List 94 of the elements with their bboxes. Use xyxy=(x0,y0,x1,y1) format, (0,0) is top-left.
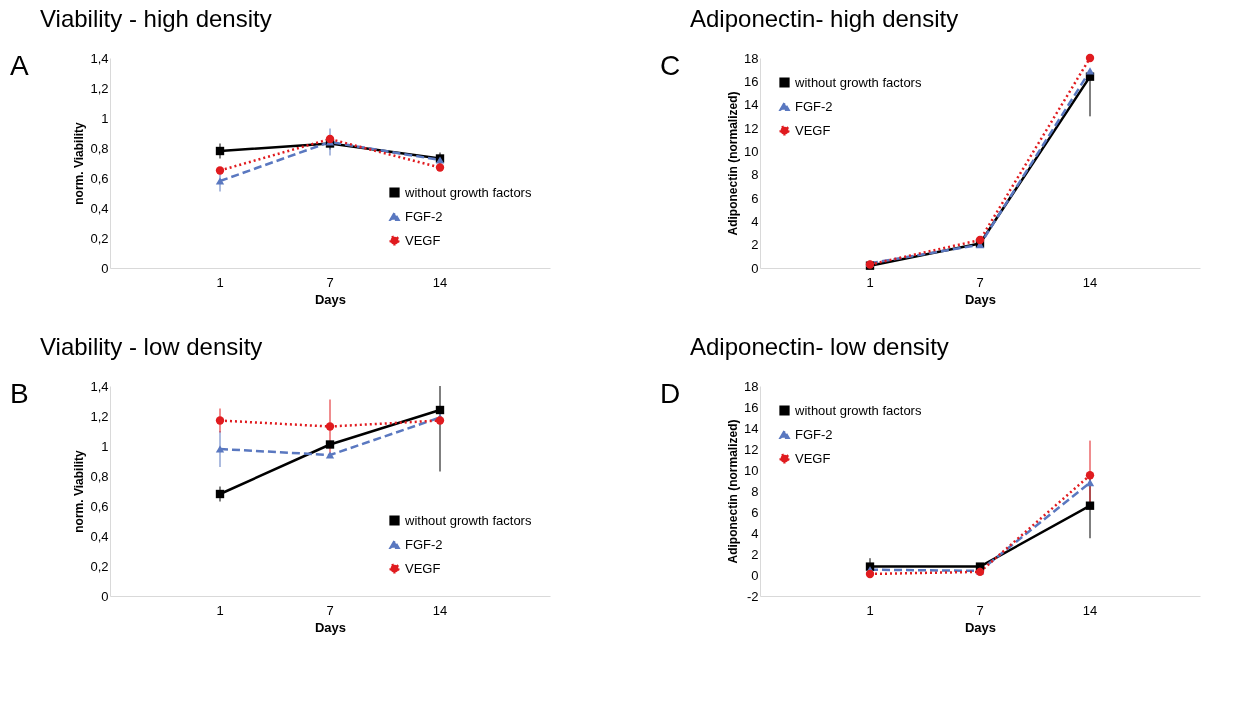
y-tick-label: 8 xyxy=(751,483,759,499)
point xyxy=(975,235,985,245)
point xyxy=(215,489,225,499)
point xyxy=(325,440,335,449)
point xyxy=(215,416,225,425)
y-tick-label: 0,2 xyxy=(90,558,109,574)
y-tick-label: 18 xyxy=(744,378,759,394)
y-tick-label: 1,2 xyxy=(90,408,109,424)
point xyxy=(435,163,445,172)
point xyxy=(215,445,225,453)
y-axis-title: Adiponectin (normalized) xyxy=(726,91,741,236)
chart-title: Adiponectin- high density xyxy=(690,5,959,32)
y-tick-label: 0 xyxy=(101,588,109,604)
point xyxy=(325,134,335,144)
y-tick-label: 1,2 xyxy=(90,80,109,96)
legend-label: FGF-2 xyxy=(795,98,833,114)
legend-label: VEGF xyxy=(405,232,441,248)
y-tick-label: 0,6 xyxy=(90,170,109,186)
legend-label: VEGF xyxy=(795,450,831,466)
y-tick-label: 12 xyxy=(744,441,759,457)
x-tick-label: 7 xyxy=(976,274,984,290)
x-tick-label: 7 xyxy=(976,602,984,618)
y-tick-label: 1 xyxy=(101,110,109,126)
point xyxy=(1085,53,1095,63)
point xyxy=(215,177,225,185)
x-axis-title: Days xyxy=(314,291,347,307)
x-tick-label: 14 xyxy=(432,602,448,618)
x-tick-label: 1 xyxy=(216,274,224,290)
chart-title: Viability - high density xyxy=(40,5,272,32)
x-tick-label: 14 xyxy=(1082,274,1098,290)
legend-label: FGF-2 xyxy=(795,426,833,442)
point xyxy=(325,422,335,431)
y-tick-label: 1,4 xyxy=(90,378,109,394)
x-axis-title: Days xyxy=(964,619,997,635)
y-tick-label: 10 xyxy=(744,143,759,159)
text: C xyxy=(660,50,681,81)
legend-label: FGF-2 xyxy=(405,536,443,552)
point xyxy=(215,146,225,156)
x-tick-label: 7 xyxy=(326,602,334,618)
chart-title: Adiponectin- low density xyxy=(690,333,949,360)
legend-label: without growth factors xyxy=(404,184,532,200)
point xyxy=(865,569,875,579)
y-tick-label: 0,8 xyxy=(90,468,109,484)
y-tick-label: 0,8 xyxy=(90,140,109,156)
y-tick-label: 4 xyxy=(751,525,759,541)
legend-label: without growth factors xyxy=(794,402,922,418)
y-tick-label: 16 xyxy=(744,399,759,415)
y-tick-label: 0 xyxy=(751,260,759,276)
y-tick-label: 18 xyxy=(744,50,759,66)
y-tick-label: 0,6 xyxy=(90,498,109,514)
y-tick-label: 14 xyxy=(744,97,759,113)
x-tick-label: 1 xyxy=(866,274,874,290)
y-tick-label: 14 xyxy=(744,420,759,436)
y-tick-label: 2 xyxy=(751,237,759,253)
point xyxy=(215,166,225,175)
point xyxy=(1085,471,1095,480)
y-tick-label: 0 xyxy=(101,260,109,276)
y-tick-label: 10 xyxy=(744,462,759,478)
x-tick-label: 14 xyxy=(1082,602,1098,618)
legend-label: VEGF xyxy=(795,122,831,138)
point xyxy=(1085,501,1095,510)
legend-label: without growth factors xyxy=(404,512,532,528)
x-tick-label: 7 xyxy=(326,274,334,290)
text: A xyxy=(10,50,29,81)
x-axis-title: Days xyxy=(314,619,347,635)
y-tick-label: 0,4 xyxy=(90,528,109,544)
x-tick-label: 1 xyxy=(866,602,874,618)
y-tick-label: 2 xyxy=(751,546,759,562)
y-tick-label: 0,2 xyxy=(90,230,109,246)
y-tick-label: 6 xyxy=(751,190,759,206)
y-tick-label: 6 xyxy=(751,504,759,520)
point xyxy=(435,405,445,415)
y-axis-title: Adiponectin (normalized) xyxy=(726,419,741,564)
y-tick-label: 1 xyxy=(101,438,109,454)
y-axis-title: norm. Viability xyxy=(72,449,87,533)
y-tick-label: 1,4 xyxy=(90,50,109,66)
y-tick-label: 0 xyxy=(751,567,759,583)
legend-label: without growth factors xyxy=(794,74,922,90)
y-tick-label: 0,4 xyxy=(90,200,109,216)
y-tick-label: -2 xyxy=(746,588,759,604)
text: D xyxy=(660,378,681,409)
y-tick-label: 8 xyxy=(751,167,759,183)
chart-title: Viability - low density xyxy=(40,333,263,360)
y-axis-title: norm. Viability xyxy=(72,121,87,205)
legend-label: VEGF xyxy=(405,560,441,576)
y-tick-label: 16 xyxy=(744,73,759,89)
x-tick-label: 14 xyxy=(432,274,448,290)
y-tick-label: 12 xyxy=(744,120,759,136)
x-tick-label: 1 xyxy=(216,602,224,618)
x-axis-title: Days xyxy=(964,291,997,307)
point xyxy=(325,451,335,459)
text: B xyxy=(10,378,29,409)
y-tick-label: 4 xyxy=(751,213,759,229)
legend-label: FGF-2 xyxy=(405,208,443,224)
